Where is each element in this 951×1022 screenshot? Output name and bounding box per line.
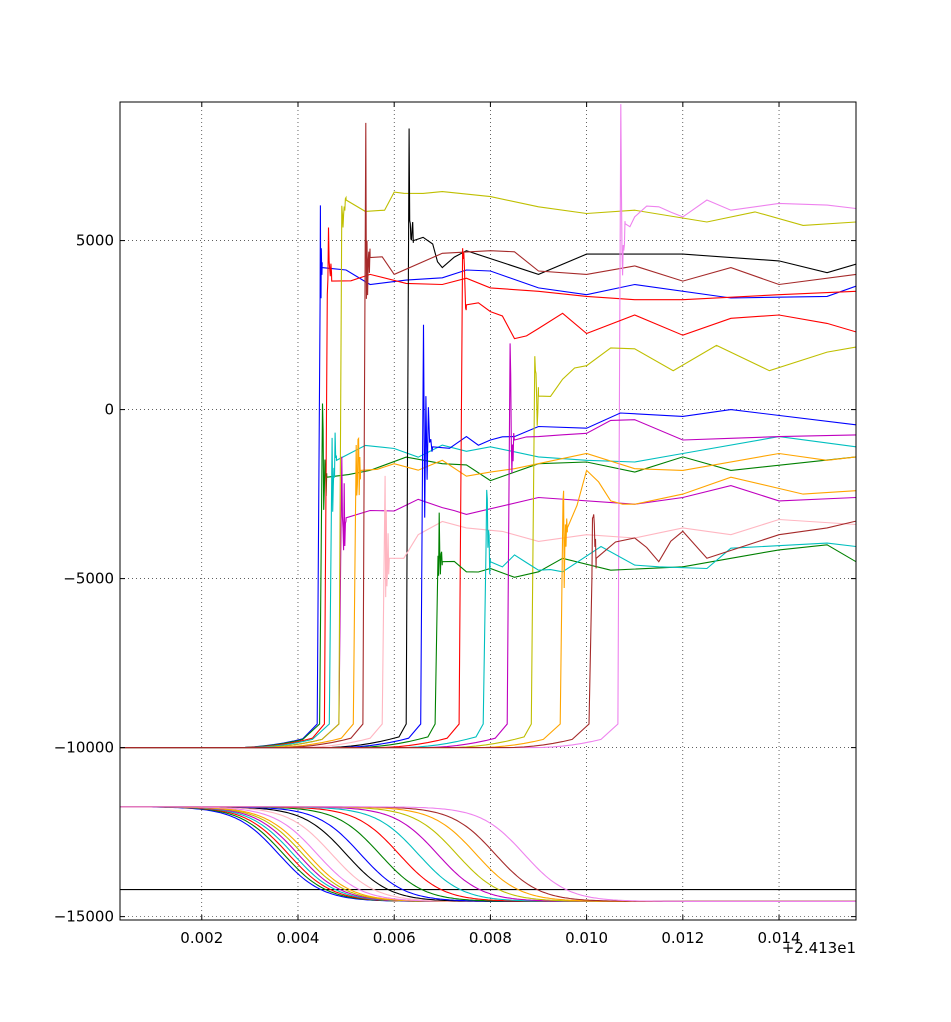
x-tick-label: 0.010 bbox=[565, 929, 608, 947]
plot-area bbox=[119, 101, 857, 921]
lower-curve bbox=[120, 806, 856, 902]
series-layer bbox=[120, 104, 856, 902]
x-tick-label: 0.012 bbox=[661, 929, 704, 947]
x-axis-offset-label: +2.413e1 bbox=[782, 939, 856, 957]
x-tick-label: 0.006 bbox=[373, 929, 416, 947]
x-tick-label: 0.004 bbox=[277, 929, 320, 947]
y-tick-label: −5000 bbox=[63, 570, 114, 588]
series-line bbox=[120, 514, 856, 749]
y-tick-label: 0 bbox=[104, 401, 114, 419]
grid bbox=[120, 102, 856, 920]
y-tick-label: −10000 bbox=[54, 739, 114, 757]
y-tick-label: −15000 bbox=[54, 908, 114, 926]
x-tick-label: 0.014 bbox=[758, 929, 801, 947]
axes-ticks: 0.002 0.004 0.006 0.008 0.010 0.012 0.014 5000 0… bbox=[54, 102, 856, 947]
x-tick-label: 0.002 bbox=[180, 929, 223, 947]
x-tick-label: 0.008 bbox=[469, 929, 512, 947]
y-tick-label: 5000 bbox=[76, 232, 114, 250]
